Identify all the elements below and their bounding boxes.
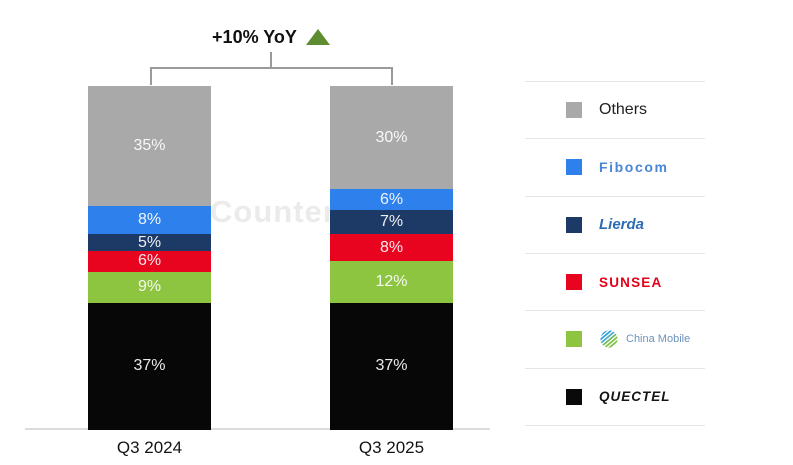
segment-value-label: 37% [133, 357, 166, 375]
up-triangle-icon [305, 29, 330, 45]
legend-item-others: Others [525, 81, 705, 138]
legend-label-others: Others [599, 101, 648, 119]
bar-segment-quectel: 37% [88, 302, 211, 430]
bar-segment-fibocom: 8% [88, 206, 211, 234]
segment-value-label: 8% [379, 238, 404, 256]
legend-label-lierda: Lierda [599, 216, 645, 234]
yoy-text: +10% YoY [212, 26, 297, 47]
legend-item-fibocom: Fibocom [525, 138, 705, 195]
yoy-bracket-stem [270, 52, 272, 68]
bar-segment-others: 35% [88, 86, 211, 207]
segment-value-label: 8% [137, 211, 162, 229]
legend-label-fibocom: Fibocom [599, 159, 669, 176]
x-axis-label-q3-2025: Q3 2025 [358, 438, 425, 457]
legend-label-quectel: QUECTEL [599, 389, 671, 405]
bar-segment-quectel: 37% [330, 302, 453, 430]
bar-segment-lierda: 5% [88, 233, 211, 252]
bar-segment-china-mobile: 12% [330, 261, 453, 303]
segment-value-label: 37% [375, 357, 408, 375]
segment-value-label: 7% [379, 212, 404, 230]
segment-value-label: 5% [137, 233, 162, 251]
bar-segment-china-mobile: 9% [88, 271, 211, 303]
x-axis-line [25, 428, 490, 430]
legend-item-quectel: QUECTEL [525, 367, 705, 425]
legend-item-sunsea: SUNSEA [525, 252, 705, 310]
segment-value-label: 6% [379, 190, 404, 208]
legend-swatch-quectel [566, 388, 582, 405]
bar-segment-fibocom: 6% [330, 189, 453, 210]
legend-swatch-china-mobile [566, 331, 582, 348]
legend-swatch-lierda [566, 216, 582, 233]
stacked-bar-q3-2025: 30% 6% 7% 8% 12% 37% [330, 86, 453, 430]
yoy-bracket-right-tick [391, 67, 393, 85]
legend-label-china-mobile: China Mobile [626, 333, 691, 346]
segment-value-label: 30% [375, 128, 408, 146]
x-axis-label-q3-2024: Q3 2024 [116, 438, 183, 457]
bar-segment-others: 30% [330, 86, 453, 190]
legend-item-china-mobile: China Mobile [525, 310, 705, 367]
yoy-annotation: +10% YoY [150, 24, 392, 50]
segment-value-label: 35% [133, 137, 166, 155]
yoy-bracket-horizontal [150, 67, 393, 69]
yoy-bracket-left-tick [150, 67, 152, 85]
segment-value-label: 12% [375, 273, 408, 291]
legend-swatch-others [566, 102, 582, 119]
segment-value-label: 6% [137, 252, 162, 270]
legend-label-sunsea: SUNSEA [599, 274, 663, 290]
china-mobile-globe-icon [599, 329, 619, 350]
bar-segment-sunsea: 6% [88, 251, 211, 272]
bar-segment-sunsea: 8% [330, 233, 453, 262]
legend: Others Fibocom Lierda SUNSEA [525, 81, 705, 426]
stacked-bar-q3-2024: 35% 8% 5% 6% 9% 37% [88, 86, 211, 430]
legend-item-lierda: Lierda [525, 195, 705, 253]
bar-segment-lierda: 7% [330, 209, 453, 234]
legend-swatch-sunsea [566, 274, 582, 291]
legend-swatch-fibocom [566, 159, 582, 176]
segment-value-label: 9% [137, 278, 162, 296]
